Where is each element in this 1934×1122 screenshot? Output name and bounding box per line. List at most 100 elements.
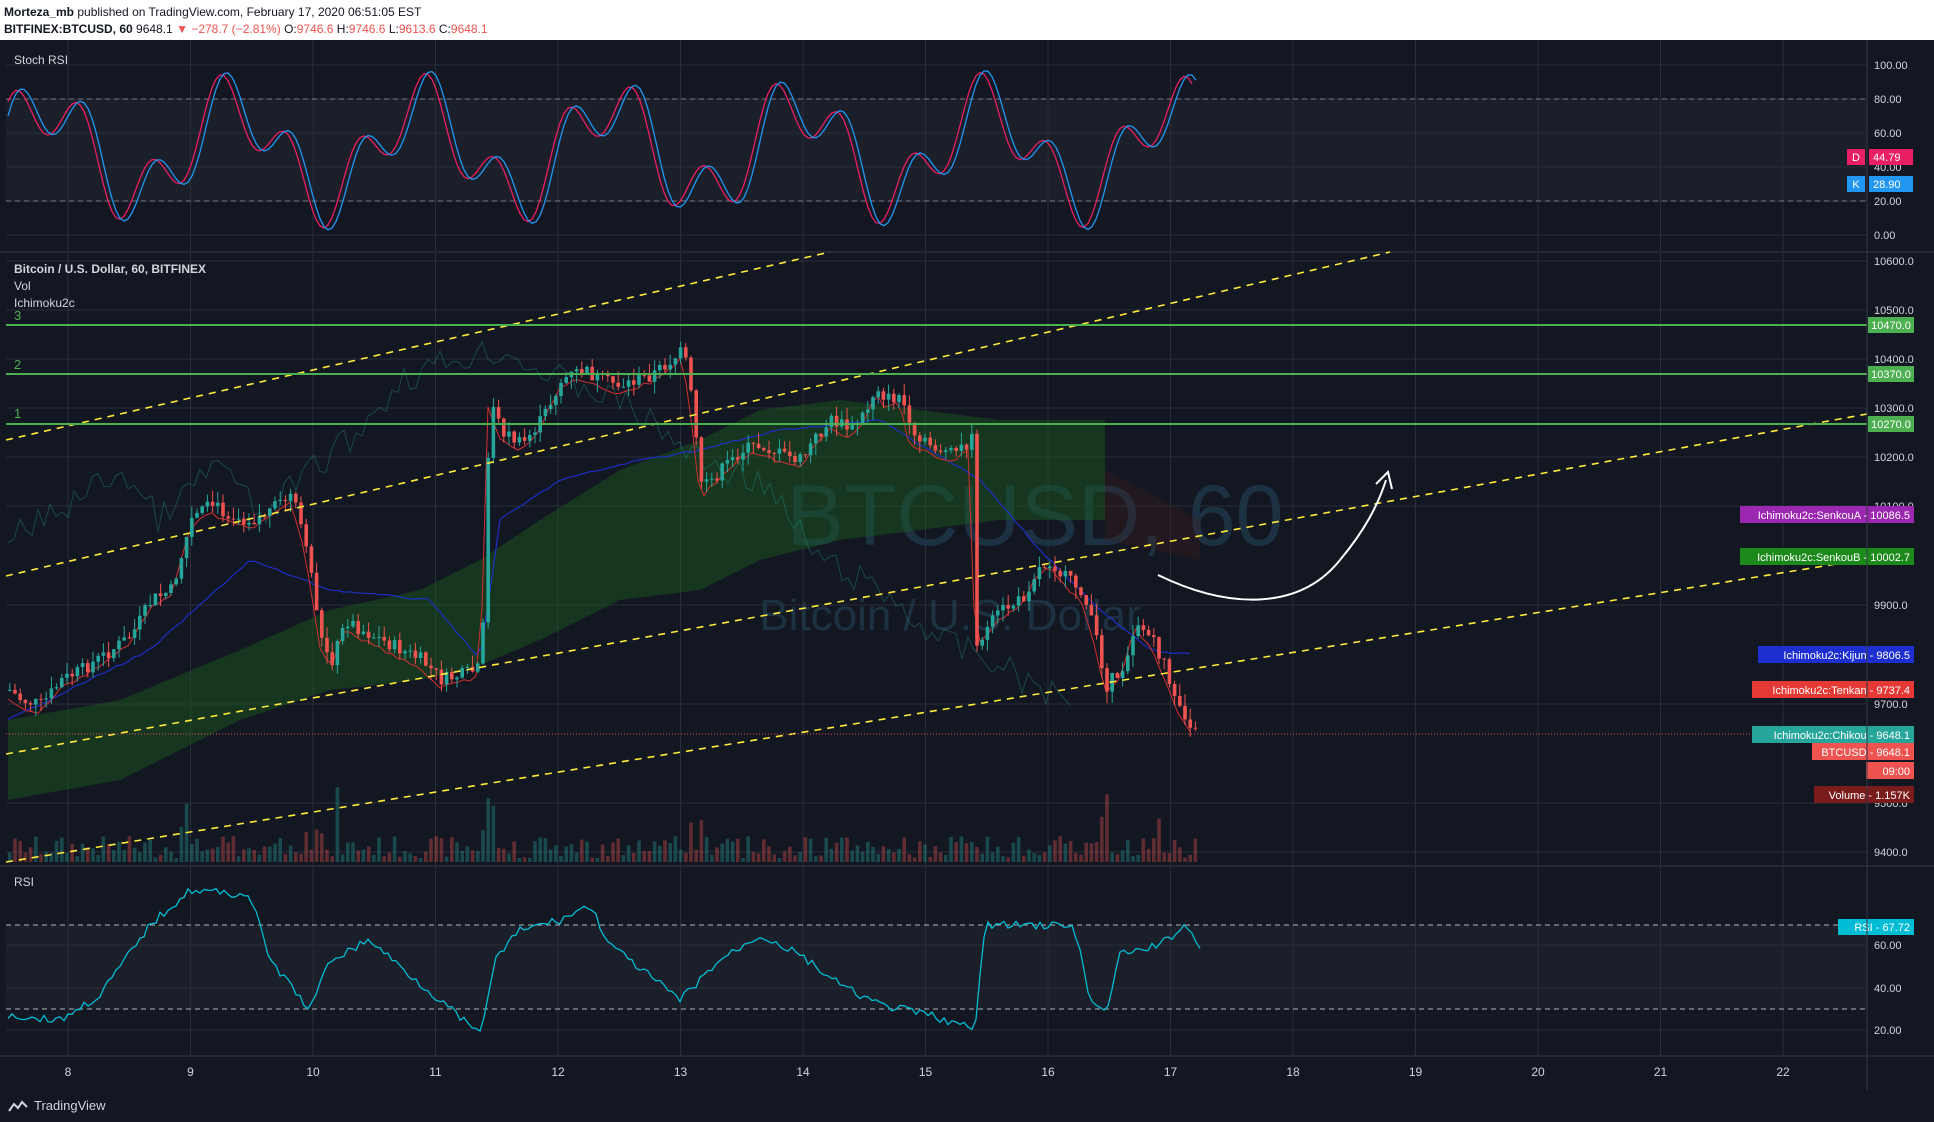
channel-line-middle[interactable]	[5, 413, 1868, 755]
volume-bar	[642, 851, 646, 862]
ichimoku-legend[interactable]: Ichimoku2c	[14, 296, 75, 310]
level-badge-3	[1868, 317, 1914, 333]
candle-body	[684, 347, 688, 358]
volume-bar	[1042, 852, 1047, 862]
candle-body	[751, 442, 756, 444]
time-tick-label: 15	[919, 1065, 933, 1079]
volume-bar	[268, 846, 272, 862]
volume-bar	[980, 853, 984, 862]
candle-body	[268, 508, 272, 517]
candle-body	[564, 377, 568, 383]
candle-body	[216, 502, 220, 506]
candle-body	[803, 454, 808, 456]
volume-bar	[210, 848, 215, 862]
candle-body	[985, 626, 990, 640]
volume-bar	[465, 846, 470, 862]
candle-body	[283, 499, 288, 502]
candle-body	[439, 669, 444, 685]
candle-body	[730, 457, 735, 461]
time-tick-label: 18	[1286, 1065, 1300, 1079]
volume-bar	[845, 837, 849, 862]
candle-body	[1146, 629, 1151, 636]
candle-body	[34, 698, 38, 705]
candle-body	[226, 516, 230, 519]
volume-bar	[39, 853, 43, 862]
close-value: 9648.1	[450, 22, 488, 36]
candle-body	[699, 437, 704, 482]
candle-body	[65, 673, 69, 678]
candle-body	[824, 427, 828, 437]
chart-header: Morteza_mb published on TradingView.com,…	[0, 0, 1934, 40]
volume-bar	[808, 838, 813, 862]
channel-line-top-outer[interactable]	[5, 251, 831, 441]
volume-bar	[907, 854, 912, 862]
axis-tick-label: 9400.0	[1874, 847, 1908, 859]
tradingview-brand[interactable]: TradingView	[8, 1098, 106, 1113]
candle-body	[954, 447, 958, 451]
symbol-label[interactable]: BITFINEX:BTCUSD, 60	[4, 22, 133, 36]
level-badge-1	[1868, 416, 1914, 432]
publisher-name[interactable]: Morteza_mb	[4, 5, 75, 19]
time-axis[interactable]: 8 9 10 11 12 13 14 15 16 17 18 19 20 21 22	[65, 1065, 1790, 1079]
candle-body	[179, 558, 184, 579]
volume-bar	[283, 854, 288, 862]
candle-body	[169, 584, 173, 593]
volume-bar	[533, 841, 537, 862]
volume-bar	[959, 836, 964, 862]
volume-bar	[637, 840, 641, 862]
candle-body	[860, 412, 865, 424]
volume-legend[interactable]: Vol	[14, 279, 31, 293]
candle-body	[632, 380, 636, 385]
axis-tick-label: 100.00	[1874, 60, 1908, 72]
projection-arrow[interactable]	[1157, 479, 1387, 601]
candle-body	[195, 512, 199, 518]
chart-canvas[interactable]: 100.00 80.00 60.00 40.00 20.00 0.00 D 44.79 K…	[0, 40, 1934, 1090]
candle-body	[247, 522, 251, 525]
volume-bar	[398, 856, 402, 862]
candle-body	[1183, 705, 1187, 720]
candle-body	[1136, 625, 1140, 637]
rsi-pane[interactable]: 60.00 40.00 20.00 RSI - 67.72 RSI	[6, 867, 1914, 1055]
volume-bar	[814, 856, 818, 862]
volume-bar	[387, 852, 392, 862]
main-pane-title[interactable]: Bitcoin / U.S. Dollar, 60, BITFINEX	[14, 262, 206, 276]
candle-body	[486, 458, 490, 623]
volume-bar	[377, 837, 381, 862]
price-pane[interactable]: BTCUSD, 60 Bitcoin / U.S. Dollar 3 2 1 1…	[5, 251, 1914, 865]
candle-body	[54, 687, 59, 689]
candle-body	[13, 689, 17, 694]
candle-body	[294, 493, 298, 503]
volume-bar	[304, 831, 308, 862]
candle-body	[164, 592, 168, 597]
volume-bar	[517, 857, 522, 862]
candle-body	[554, 396, 558, 406]
volume-bar	[892, 852, 896, 862]
volume-bar	[330, 856, 334, 862]
volume-bar	[522, 857, 527, 862]
channel-line-bottom[interactable]	[5, 558, 1868, 863]
time-tick-label: 21	[1654, 1065, 1668, 1079]
candle-body	[652, 370, 657, 382]
volume-bar	[325, 849, 329, 862]
volume-bar	[559, 855, 563, 862]
candle-body	[642, 374, 646, 376]
channel-line-top[interactable]	[5, 251, 1391, 577]
candle-body	[429, 665, 433, 669]
volume-bar	[840, 837, 844, 862]
volume-bar	[361, 849, 366, 862]
candle-body	[44, 698, 48, 700]
candle-body	[580, 369, 584, 374]
volume-bar	[881, 846, 886, 862]
volume-bar	[751, 851, 756, 862]
volume-bar	[231, 836, 236, 862]
volume-bar	[720, 843, 724, 862]
axis-tick-label: 9900.0	[1874, 600, 1908, 612]
candle-body	[221, 502, 225, 517]
volume-bar	[985, 836, 990, 862]
volume-bar	[314, 829, 319, 862]
candle-body	[1063, 570, 1068, 577]
candle-body	[39, 698, 43, 700]
volume-bar	[169, 851, 173, 862]
candle-body	[902, 395, 906, 406]
